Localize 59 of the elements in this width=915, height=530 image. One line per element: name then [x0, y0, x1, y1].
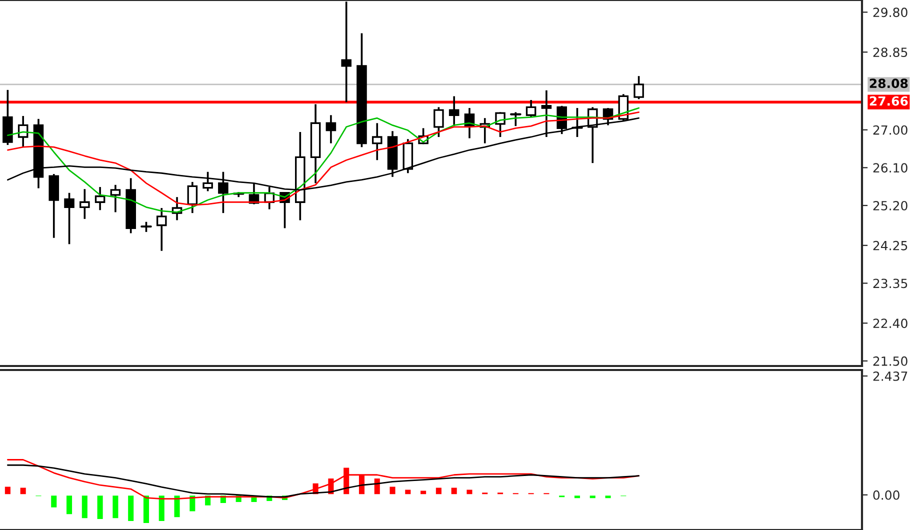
candlestick [80, 188, 90, 220]
candlestick [495, 111, 506, 138]
y-tick-label: 23.35 [873, 278, 908, 288]
bar [188, 494, 197, 513]
bar [404, 488, 412, 496]
bar [450, 486, 458, 496]
bar [419, 489, 428, 496]
candlestick [634, 75, 644, 100]
y-tick-label: 25.20 [873, 200, 908, 210]
candlestick [64, 192, 74, 246]
candlestick [156, 207, 167, 252]
y-tick-label: 29.80 [873, 8, 908, 18]
candlestick [341, 0, 352, 104]
bar [342, 466, 350, 496]
bar [111, 494, 120, 520]
bar [18, 486, 28, 496]
bar [96, 494, 104, 520]
candlestick [448, 95, 460, 127]
bar [50, 494, 58, 509]
y-tick-label: 26.10 [873, 163, 908, 173]
bar [142, 494, 150, 524]
bar [558, 494, 566, 498]
bar [388, 485, 397, 496]
candlestick [434, 106, 444, 138]
bar [542, 492, 551, 496]
candlestick [187, 181, 198, 214]
bar [604, 494, 612, 500]
candlestick [94, 186, 106, 212]
bar [434, 486, 443, 496]
y-tick-label: 22.40 [873, 318, 908, 328]
ref-line-label: 28.08 [870, 78, 908, 88]
candlestick [372, 122, 382, 162]
bar [172, 494, 182, 518]
candlestick [526, 99, 536, 118]
bar [526, 492, 536, 496]
y-tick-label: 2.437 [873, 371, 908, 381]
candlestick [48, 173, 60, 239]
candlestick [110, 184, 121, 214]
bar [480, 491, 490, 496]
candlestick [140, 220, 152, 233]
y-tick-label: 24.25 [873, 240, 908, 250]
y-tick-label: 0.00 [873, 490, 900, 500]
y-tick-label: 27.00 [873, 125, 908, 135]
y-tick-label: 28.85 [873, 48, 908, 58]
ref-line-label: 27.66 [870, 96, 908, 106]
bar [573, 494, 582, 500]
bar [65, 494, 74, 516]
bar [80, 494, 89, 520]
bar [4, 485, 12, 496]
bar [157, 494, 166, 522]
bar [496, 491, 504, 496]
bar [512, 492, 520, 496]
candlestick [510, 111, 522, 127]
bar [588, 494, 597, 500]
y-tick-label: 21.50 [873, 356, 908, 366]
bar [126, 494, 135, 522]
candlestick [326, 114, 336, 144]
bar [465, 488, 474, 496]
bar [372, 477, 382, 496]
